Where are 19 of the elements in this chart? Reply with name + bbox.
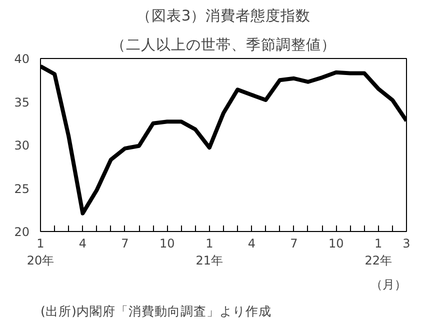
chart-subtitle: （二人以上の世帯、季節調整値） bbox=[111, 36, 336, 54]
y-tick-label: 35 bbox=[14, 95, 30, 110]
y-tick-label: 20 bbox=[14, 225, 30, 239]
x-tick-label: 7 bbox=[121, 236, 129, 250]
x-tick-label: 10 bbox=[160, 236, 175, 250]
x-tick-label: 1 22年 bbox=[364, 236, 392, 268]
y-tick-label: 25 bbox=[14, 182, 30, 196]
chart-title: （図表3）消費者態度指数 bbox=[136, 8, 311, 24]
x-tick-label: 3 bbox=[402, 236, 410, 250]
x-tick-label: 4 bbox=[78, 236, 87, 250]
x-tick-label: 7 bbox=[290, 236, 298, 250]
x-tick-label: 10 bbox=[328, 236, 344, 250]
y-tick-label: 30 bbox=[14, 138, 30, 152]
x-tick-label: 4 bbox=[248, 236, 256, 250]
x-tick-label: 1 20年 bbox=[26, 236, 54, 268]
text: (出所)内閣府「消費動向調査」より作成 bbox=[40, 304, 272, 318]
x-axis-title: （月） bbox=[370, 278, 406, 292]
x-tick-label: 1 21年 bbox=[196, 236, 224, 268]
y-tick-label: 40 bbox=[14, 52, 30, 66]
